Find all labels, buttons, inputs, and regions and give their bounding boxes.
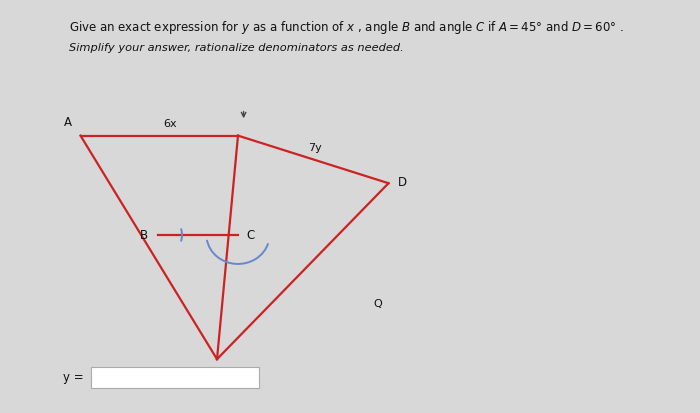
FancyBboxPatch shape: [91, 367, 259, 388]
Text: B: B: [139, 229, 148, 242]
Text: A: A: [64, 116, 72, 129]
Text: Give an exact expression for $y$ as a function of $x$ , angle $B$ and angle $C$ : Give an exact expression for $y$ as a fu…: [69, 19, 623, 36]
Text: C: C: [246, 229, 255, 242]
Text: D: D: [398, 176, 407, 189]
Text: Q: Q: [374, 299, 382, 309]
Text: Simplify your answer, rationalize denominators as needed.: Simplify your answer, rationalize denomi…: [69, 43, 403, 53]
Text: 6x: 6x: [162, 119, 176, 129]
Text: y =: y =: [63, 370, 83, 384]
Text: 7y: 7y: [307, 142, 321, 152]
